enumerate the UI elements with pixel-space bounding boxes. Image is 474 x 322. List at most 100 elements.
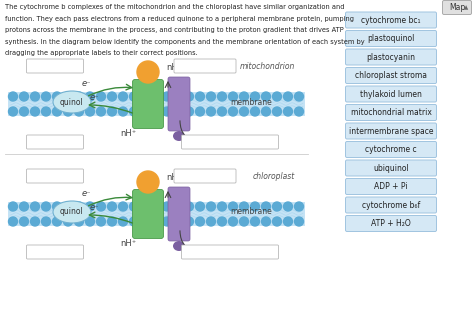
FancyBboxPatch shape: [346, 160, 437, 176]
Circle shape: [262, 217, 271, 226]
Text: function. They each pass electrons from a reduced quinone to a peripheral membra: function. They each pass electrons from …: [5, 15, 354, 22]
Circle shape: [74, 217, 83, 226]
Circle shape: [195, 217, 204, 226]
Circle shape: [184, 107, 193, 116]
Text: nH⁺: nH⁺: [166, 173, 182, 182]
Circle shape: [19, 107, 28, 116]
FancyBboxPatch shape: [346, 31, 437, 46]
Text: cytochrome bc₁: cytochrome bc₁: [361, 15, 421, 24]
Text: quinol: quinol: [60, 98, 84, 107]
Text: membrane: membrane: [230, 207, 272, 216]
Circle shape: [273, 107, 282, 116]
Circle shape: [74, 107, 83, 116]
Circle shape: [137, 171, 159, 193]
Circle shape: [19, 217, 28, 226]
Circle shape: [9, 217, 18, 226]
Text: thylakoid lumen: thylakoid lumen: [360, 90, 422, 99]
Circle shape: [294, 107, 303, 116]
FancyBboxPatch shape: [346, 197, 437, 213]
Circle shape: [85, 202, 94, 211]
Circle shape: [108, 107, 117, 116]
Circle shape: [228, 202, 237, 211]
FancyBboxPatch shape: [27, 245, 83, 259]
Circle shape: [53, 107, 62, 116]
Circle shape: [129, 92, 138, 101]
Text: mitochondrion: mitochondrion: [240, 62, 295, 71]
Circle shape: [9, 107, 18, 116]
Circle shape: [218, 92, 227, 101]
FancyBboxPatch shape: [27, 135, 83, 149]
FancyBboxPatch shape: [174, 169, 236, 183]
Text: ubiquinol: ubiquinol: [373, 164, 409, 173]
Circle shape: [85, 107, 94, 116]
Circle shape: [64, 217, 73, 226]
Circle shape: [262, 202, 271, 211]
Circle shape: [53, 202, 62, 211]
Circle shape: [163, 202, 172, 211]
Circle shape: [262, 92, 271, 101]
Text: synthesis. In the diagram below identify the components and the membrane orienta: synthesis. In the diagram below identify…: [5, 39, 365, 44]
Circle shape: [42, 107, 51, 116]
Circle shape: [228, 92, 237, 101]
Circle shape: [74, 202, 83, 211]
Circle shape: [30, 107, 39, 116]
Text: Map: Map: [449, 3, 465, 12]
Circle shape: [283, 92, 292, 101]
Circle shape: [283, 217, 292, 226]
FancyBboxPatch shape: [346, 141, 437, 157]
FancyBboxPatch shape: [346, 68, 437, 83]
Circle shape: [195, 202, 204, 211]
Text: plastoquinol: plastoquinol: [367, 34, 415, 43]
Circle shape: [85, 92, 94, 101]
Circle shape: [195, 92, 204, 101]
Circle shape: [152, 217, 161, 226]
Circle shape: [207, 107, 216, 116]
Circle shape: [137, 61, 159, 83]
Circle shape: [42, 202, 51, 211]
Text: e⁻: e⁻: [82, 189, 91, 198]
Text: nH⁺: nH⁺: [120, 239, 136, 248]
Text: ATP + H₂O: ATP + H₂O: [371, 219, 411, 228]
Text: intermembrane space: intermembrane space: [349, 127, 433, 136]
Circle shape: [207, 202, 216, 211]
FancyBboxPatch shape: [346, 86, 437, 102]
Circle shape: [239, 92, 248, 101]
Circle shape: [129, 217, 138, 226]
Circle shape: [140, 107, 149, 116]
Circle shape: [273, 92, 282, 101]
Circle shape: [195, 107, 204, 116]
FancyBboxPatch shape: [346, 215, 437, 232]
FancyBboxPatch shape: [346, 105, 437, 120]
Circle shape: [152, 107, 161, 116]
Bar: [8, 202, 305, 226]
Circle shape: [64, 202, 73, 211]
Circle shape: [250, 202, 259, 211]
FancyBboxPatch shape: [182, 245, 279, 259]
Text: nH⁺: nH⁺: [166, 63, 182, 72]
Text: The cytochrome b complexes of the mitochondrion and the chloroplast have similar: The cytochrome b complexes of the mitoch…: [5, 4, 345, 10]
FancyBboxPatch shape: [182, 135, 279, 149]
Circle shape: [152, 92, 161, 101]
FancyBboxPatch shape: [174, 59, 236, 73]
Circle shape: [173, 92, 182, 101]
FancyBboxPatch shape: [346, 178, 437, 194]
Bar: [8, 92, 305, 116]
Circle shape: [250, 107, 259, 116]
FancyBboxPatch shape: [168, 77, 190, 131]
Circle shape: [97, 217, 106, 226]
Circle shape: [207, 217, 216, 226]
Circle shape: [207, 92, 216, 101]
Ellipse shape: [53, 201, 91, 223]
Circle shape: [42, 92, 51, 101]
Ellipse shape: [53, 91, 91, 113]
Text: cytochrome c: cytochrome c: [365, 145, 417, 154]
Circle shape: [42, 217, 51, 226]
FancyBboxPatch shape: [133, 190, 164, 239]
Text: plastocyanin: plastocyanin: [366, 52, 416, 62]
Text: e⁻: e⁻: [82, 79, 91, 88]
Circle shape: [118, 217, 128, 226]
Circle shape: [218, 202, 227, 211]
Circle shape: [239, 202, 248, 211]
Text: cytochrome b₆f: cytochrome b₆f: [362, 201, 420, 210]
Circle shape: [184, 217, 193, 226]
